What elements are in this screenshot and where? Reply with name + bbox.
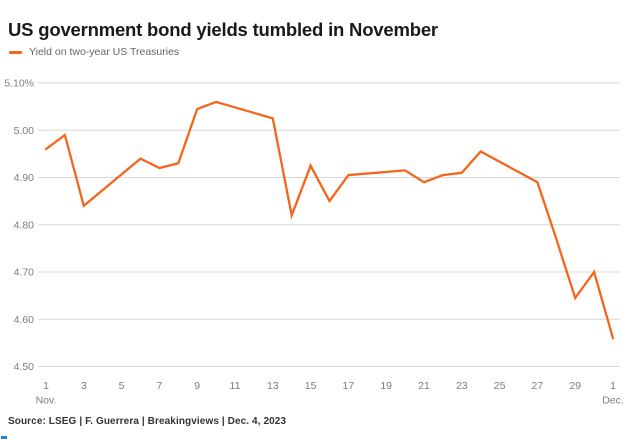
x-tick-label: 13: [267, 380, 279, 392]
y-tick-label: 4.70: [14, 267, 35, 279]
legend: Yield on two-year US Treasuries: [9, 46, 179, 58]
legend-line-swatch-icon: [9, 50, 22, 54]
logo-fragment-icon: [1, 436, 7, 439]
x-tick-label: 7: [156, 380, 162, 392]
y-tick-label: 4.60: [14, 314, 35, 326]
x-tick-label: 17: [343, 380, 355, 392]
y-tick-label: 4.90: [14, 172, 35, 184]
legend-label: Yield on two-year US Treasuries: [29, 46, 180, 58]
x-tick-label: 15: [305, 380, 317, 392]
source-attribution: Source: LSEG | F. Guerrera | Breakingvie…: [8, 416, 287, 427]
y-tick-label: 5.00: [14, 125, 35, 137]
y-tick-label: 4.80: [14, 219, 35, 231]
y-tick-label: 4.50: [14, 361, 35, 373]
x-tick-label: 5: [119, 380, 125, 392]
x-tick-label: 27: [532, 380, 544, 392]
x-tick-label: 3: [81, 380, 87, 392]
x-tick-label: 29: [569, 380, 581, 392]
x-month-label: Nov.: [36, 395, 57, 407]
x-tick-label: 11: [230, 380, 241, 392]
y-tick-label: 5.10%: [4, 78, 34, 90]
x-tick-label: 1: [43, 380, 49, 392]
yield-line-series: [44, 100, 615, 340]
x-month-label: Dec.: [602, 395, 623, 407]
chart-title: US government bond yields tumbled in Nov…: [8, 19, 438, 41]
x-tick-label: 23: [456, 380, 468, 392]
x-tick-label: 9: [194, 380, 200, 392]
x-tick-label: 1: [610, 380, 616, 392]
x-tick-label: 21: [418, 380, 430, 392]
x-tick-label: 19: [380, 380, 392, 392]
x-tick-label: 25: [494, 380, 506, 392]
